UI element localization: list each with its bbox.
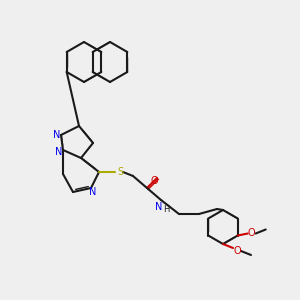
Text: N: N xyxy=(155,202,163,212)
Text: O: O xyxy=(233,246,241,256)
Text: N: N xyxy=(55,147,63,157)
Text: H: H xyxy=(163,206,169,214)
Text: N: N xyxy=(53,130,61,140)
Text: O: O xyxy=(150,176,158,186)
Text: N: N xyxy=(89,187,97,197)
Text: S: S xyxy=(117,167,123,177)
Text: O: O xyxy=(248,229,256,238)
